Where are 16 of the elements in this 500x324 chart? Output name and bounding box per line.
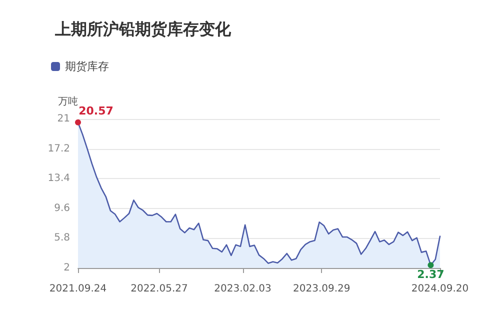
y-tick-label: 5.8: [54, 232, 70, 244]
y-tick-label: 21: [57, 114, 70, 124]
legend-label: 期货库存: [65, 60, 109, 73]
x-tick-label: 2024.09.20: [411, 284, 469, 294]
y-tick-label: 17.2: [48, 143, 70, 154]
chart-title: 上期所沪铅期货库存变化: [54, 20, 232, 38]
y-axis-title: 万吨: [58, 96, 78, 108]
annotation: 2.37: [417, 268, 444, 282]
y-tick-label: 2: [64, 262, 70, 274]
x-tick-label: 2023.02.03: [214, 284, 272, 294]
y-tick-label: 13.4: [48, 173, 70, 184]
x-tick-label: 2022.05.27: [130, 284, 188, 294]
y-tick-label: 9.6: [54, 202, 70, 214]
x-tick-label: 2021.09.24: [49, 284, 107, 294]
x-tick-label: 2023.09.29: [293, 284, 350, 294]
annotation: 20.57: [78, 104, 114, 118]
